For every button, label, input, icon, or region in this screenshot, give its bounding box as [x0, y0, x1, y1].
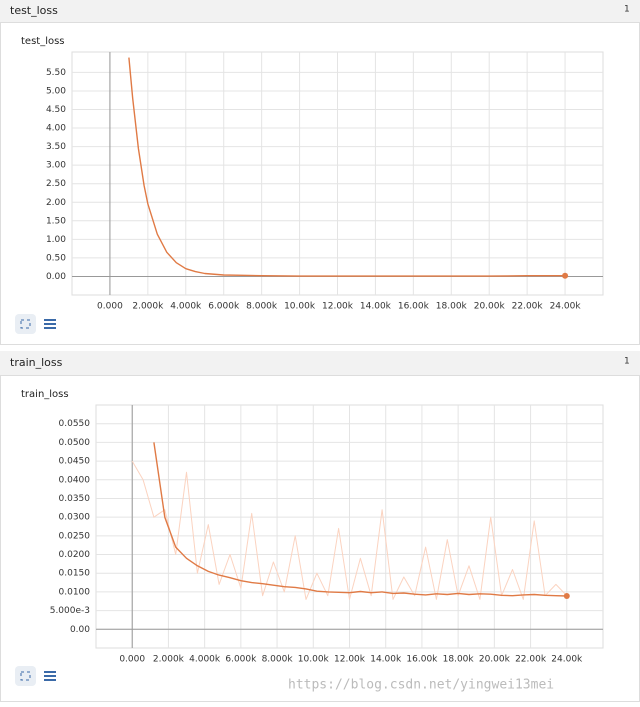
x-tick-label: 10.00k: [284, 302, 316, 312]
y-tick-label: 2.50: [46, 179, 66, 189]
panel-count: 1: [624, 357, 630, 367]
x-tick-label: 8.000k: [262, 655, 294, 665]
y-tick-label: 0.0350: [59, 494, 91, 504]
x-tick-label: 22.00k: [515, 655, 547, 665]
last-point: [563, 593, 570, 600]
y-tick-label: 4.50: [46, 105, 66, 115]
loss-line: [153, 442, 567, 597]
panel-header-title: train_loss: [10, 356, 63, 369]
x-tick-label: 24.00k: [551, 655, 583, 665]
y-tick-label: 3.00: [46, 161, 66, 171]
y-tick-label: 4.00: [46, 124, 66, 134]
x-tick-label: 2.000k: [132, 302, 164, 312]
x-tick-label: 18.00k: [443, 655, 475, 665]
plot-marks: [131, 442, 570, 600]
expand-icon: [20, 671, 31, 681]
x-tick-label: 16.00k: [406, 655, 438, 665]
panel-header[interactable]: [0, 351, 640, 375]
x-tick-label: 12.00k: [322, 302, 354, 312]
expand-button[interactable]: [15, 666, 36, 686]
x-tick-label: 16.00k: [398, 302, 430, 312]
chart-title: test_loss: [21, 36, 65, 47]
panel-header-title: test_loss: [10, 4, 58, 17]
x-tick-label: 22.00k: [512, 302, 544, 312]
x-tick-label: 4.000k: [189, 655, 221, 665]
x-tick-label: 6.000k: [208, 302, 240, 312]
y-tick-label: 0.50: [46, 253, 66, 263]
y-tick-label: 0.0200: [59, 550, 91, 560]
x-tick-label: 24.00k: [550, 302, 582, 312]
data-toggle[interactable]: [44, 319, 56, 329]
x-tick-label: 14.00k: [370, 655, 402, 665]
x-tick-label: 20.00k: [479, 655, 511, 665]
expand-icon: [20, 319, 31, 329]
x-tick-label: 4.000k: [170, 302, 202, 312]
y-tick-label: 0.0300: [59, 513, 91, 523]
loss-line: [131, 460, 568, 600]
y-tick-label: 5.50: [46, 68, 66, 78]
x-tick-label: 2.000k: [153, 655, 185, 665]
y-tick-label: 0.0550: [59, 419, 91, 429]
last-point: [562, 272, 569, 279]
y-tick-label: 0.0100: [59, 587, 91, 597]
x-tick-label: 0.000: [97, 302, 123, 312]
x-tick-label: 18.00k: [436, 302, 468, 312]
y-tick-label: 1.50: [46, 216, 66, 226]
y-tick-label: 0.00: [46, 272, 66, 282]
watermark: https://blog.csdn.net/yingwei13mei: [288, 678, 554, 693]
loss-line: [128, 57, 566, 277]
y-tick-label: 5.00: [46, 86, 66, 96]
x-tick-label: 12.00k: [334, 655, 366, 665]
y-tick-label: 0.0500: [59, 438, 91, 448]
x-tick-label: 20.00k: [474, 302, 506, 312]
y-tick-label: 1.00: [46, 235, 66, 245]
x-tick-label: 0.000: [119, 655, 145, 665]
y-tick-label: 0.0150: [59, 569, 91, 579]
y-tick-label: 3.50: [46, 142, 66, 152]
x-tick-label: 14.00k: [360, 302, 392, 312]
plot-marks: [128, 57, 569, 279]
y-tick-label: 0.0250: [59, 531, 91, 541]
y-tick-label: 2.00: [46, 198, 66, 208]
panel-header[interactable]: [0, 0, 640, 22]
x-tick-label: 6.000k: [225, 655, 257, 665]
data-toggle[interactable]: [44, 671, 56, 681]
panel-count: 1: [624, 5, 630, 15]
y-tick-label: 0.00: [70, 625, 90, 635]
y-tick-label: 0.0400: [59, 475, 91, 485]
chart-title: train_loss: [21, 389, 69, 400]
expand-button[interactable]: [15, 314, 36, 334]
x-tick-label: 8.000k: [246, 302, 278, 312]
y-tick-label: 5.000e-3: [50, 606, 90, 616]
y-tick-label: 0.0450: [59, 457, 91, 467]
x-tick-label: 10.00k: [298, 655, 330, 665]
